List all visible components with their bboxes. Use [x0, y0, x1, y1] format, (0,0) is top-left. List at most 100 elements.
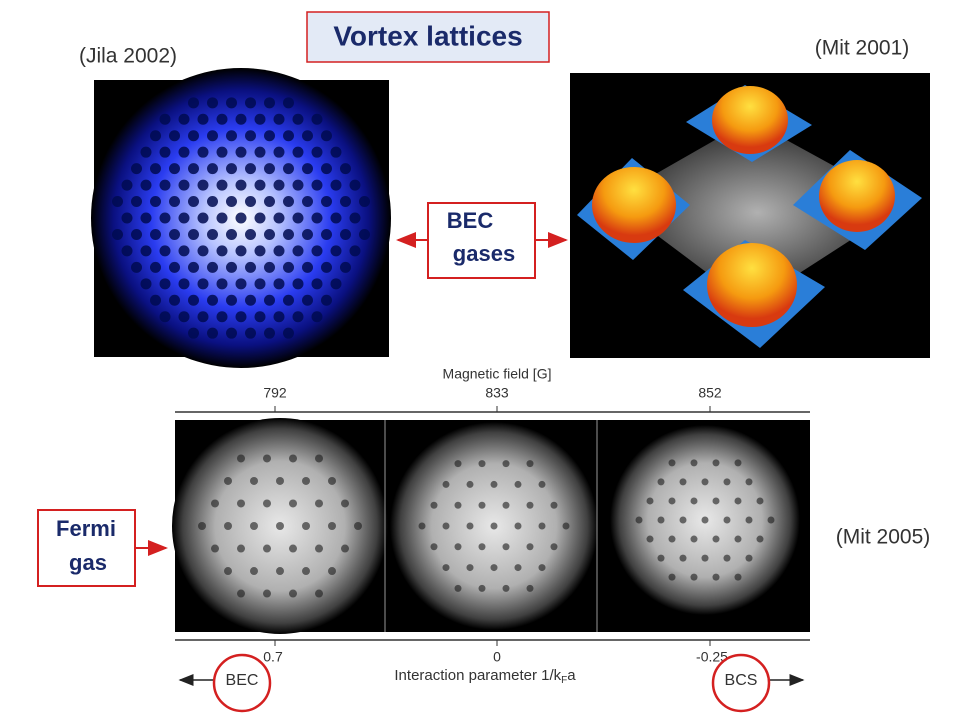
vortex: [226, 294, 237, 306]
vortex: [254, 245, 266, 257]
vortex: [263, 589, 271, 598]
vortex: [442, 522, 450, 530]
vortex: [679, 554, 687, 562]
vortex: [767, 516, 775, 524]
fermi-box-line: gas: [69, 550, 107, 575]
vortex: [701, 554, 709, 562]
vortex: [311, 245, 323, 257]
vortex: [178, 146, 190, 158]
vortex: [224, 476, 232, 485]
vortex: [478, 584, 486, 592]
vortex: [321, 163, 332, 175]
bec-box-line: gases: [453, 241, 515, 266]
vortex: [150, 163, 161, 175]
vortex: [197, 245, 209, 257]
vortex: [264, 196, 275, 208]
vortex: [315, 589, 323, 598]
bottom-tick-label: -0.25: [696, 649, 728, 665]
vortex: [478, 501, 486, 509]
vortex: [328, 567, 336, 576]
vortex: [454, 460, 462, 468]
vortex: [302, 228, 313, 240]
vortex: [216, 311, 228, 323]
vortex: [112, 228, 123, 240]
vortex: [235, 311, 247, 323]
vortex: [302, 294, 313, 306]
vortex: [690, 573, 698, 581]
vortex: [734, 573, 742, 581]
vortex: [178, 245, 190, 257]
vortex: [276, 476, 284, 485]
vortex: [188, 294, 199, 306]
vortex: [349, 212, 361, 224]
vortex: [538, 564, 546, 572]
bec-box-line: BEC: [447, 208, 494, 233]
dome: [819, 160, 895, 232]
vortex: [273, 212, 285, 224]
dome-plots: [577, 85, 922, 348]
top-tick-label: 833: [485, 385, 509, 401]
vortex: [315, 499, 323, 508]
vortex: [245, 228, 256, 240]
vortex: [264, 228, 275, 240]
vortex: [207, 130, 218, 142]
vortex: [264, 130, 275, 142]
vortex: [526, 501, 534, 509]
vortex: [311, 311, 323, 323]
vortex: [207, 196, 218, 208]
vortex: [263, 499, 271, 508]
vortex: [131, 228, 142, 240]
vortex: [302, 522, 310, 530]
vortex: [289, 454, 297, 463]
vortex: [224, 522, 232, 530]
vortex: [354, 522, 362, 530]
vortex: [254, 179, 266, 191]
vortex: [330, 245, 342, 257]
vortex: [235, 212, 247, 224]
vortex: [341, 499, 349, 508]
vortex: [188, 196, 199, 208]
vortex: [646, 535, 654, 543]
vortex: [442, 480, 450, 488]
vortex: [745, 554, 753, 562]
vortex: [131, 261, 142, 273]
vortex: [340, 163, 351, 175]
vortex: [330, 278, 342, 290]
vortex: [178, 311, 190, 323]
vortex: [302, 261, 313, 273]
vortex: [734, 459, 742, 467]
vortex: [679, 478, 687, 486]
vortex: [341, 544, 349, 553]
vortex: [188, 163, 199, 175]
vortex: [169, 261, 180, 273]
vortex: [478, 543, 486, 551]
vortex: [430, 543, 438, 551]
vortex: [466, 564, 474, 572]
vortex: [315, 454, 323, 463]
vortex: [121, 245, 133, 257]
top-axis-title: Magnetic field [G]: [443, 366, 552, 382]
vortex: [235, 278, 247, 290]
vortex: [283, 327, 294, 339]
fermi-box: [37, 509, 136, 587]
vortex: [235, 245, 247, 257]
vortex: [188, 327, 199, 339]
title-subscript: F: [561, 675, 567, 686]
vortex: [216, 212, 228, 224]
vortex: [159, 311, 171, 323]
vortex: [526, 584, 534, 592]
vortex: [211, 544, 219, 553]
title-main: Interaction parameter 1/k: [394, 667, 561, 684]
vortex: [254, 311, 266, 323]
vortex: [289, 499, 297, 508]
vortex: [235, 113, 247, 125]
vortex: [254, 278, 266, 290]
vortex: [292, 311, 304, 323]
vortex: [289, 544, 297, 553]
vortex: [712, 459, 720, 467]
vortex: [216, 113, 228, 125]
vortex: [430, 501, 438, 509]
vortex: [264, 97, 275, 109]
vortex: [283, 228, 294, 240]
